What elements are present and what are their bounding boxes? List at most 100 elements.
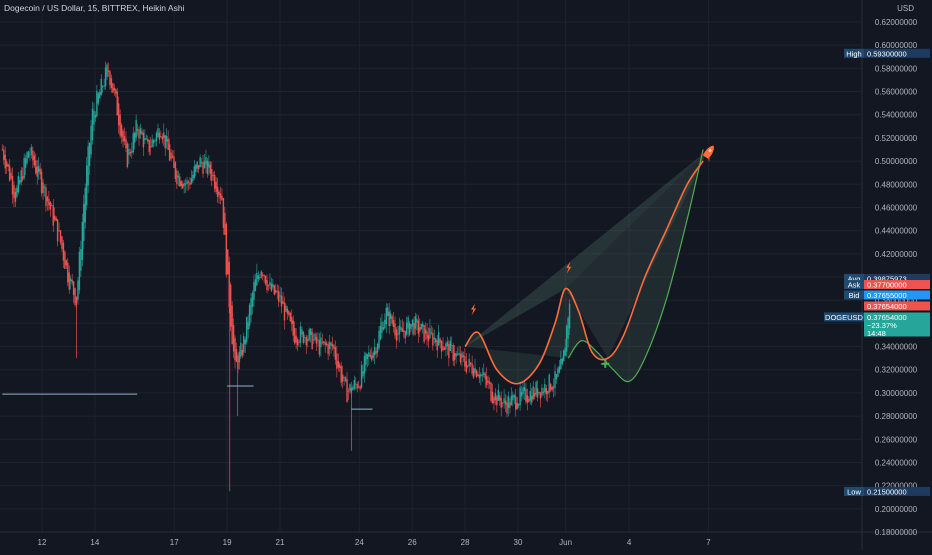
candle-body [523, 386, 526, 391]
candle-body [126, 143, 129, 168]
candle-body [65, 260, 68, 266]
candle-body [77, 280, 79, 300]
x-tick-label: 28 [461, 538, 470, 547]
candle-body [29, 154, 31, 156]
price-label-prefix-bg [844, 273, 864, 283]
candle-body [174, 162, 177, 180]
candle-body [113, 87, 116, 91]
candle-body [247, 322, 249, 330]
candle-body [24, 158, 27, 168]
candle-body [309, 328, 312, 335]
price-label-bg [864, 312, 930, 337]
candle-body [183, 183, 185, 186]
candle-body [295, 335, 297, 343]
candle-body [161, 136, 164, 140]
price-label-bg [864, 301, 930, 311]
candle-body [483, 372, 485, 375]
candle-body [219, 193, 222, 199]
price-label-value: 0.37654000 [867, 302, 907, 311]
candle-body [472, 368, 475, 378]
x-tick-label: 12 [38, 538, 47, 547]
candle-body [148, 140, 150, 153]
candle-body [429, 328, 431, 339]
y-tick-label: 0.58000000 [875, 64, 918, 73]
candle-body [75, 296, 78, 303]
candle-body [133, 132, 136, 143]
rocket-fins [699, 152, 710, 163]
candle-body [522, 387, 524, 395]
candle-body [340, 366, 342, 383]
candle-body [404, 330, 406, 339]
candle-body [432, 332, 434, 346]
candle-body [110, 78, 113, 89]
candle-body [560, 358, 562, 370]
candle-body [462, 355, 465, 357]
candle-body [504, 400, 507, 405]
candle-body [369, 354, 372, 357]
candle-body [203, 161, 206, 168]
candle-body [136, 128, 139, 131]
candle-body [330, 342, 332, 346]
candle-body [117, 103, 120, 126]
candle-body [177, 175, 180, 178]
price-label-extra: −23.37% [867, 321, 897, 330]
candle-body [349, 384, 351, 392]
candle-body [224, 212, 226, 235]
candle-body [13, 185, 15, 199]
candle-body [5, 161, 8, 167]
candle-body [494, 392, 497, 401]
candle-body [116, 91, 118, 116]
candle-body [171, 155, 174, 158]
candle-body [27, 151, 30, 158]
lightning-icon [471, 303, 477, 316]
candle-body [528, 399, 530, 403]
candle-body [424, 329, 427, 334]
y-tick-label: 0.34000000 [875, 343, 918, 352]
y-tick-label: 0.28000000 [875, 412, 918, 421]
candle-body [452, 345, 454, 361]
x-tick-label: 24 [355, 538, 364, 547]
candle-body [93, 110, 95, 125]
candle-body [480, 373, 482, 377]
candle-body [218, 191, 220, 196]
candle-body [392, 319, 395, 328]
candle-body [88, 143, 91, 166]
candle-body [497, 389, 499, 401]
projection-shapes [465, 149, 709, 384]
candle-body [144, 137, 146, 141]
candle-body [40, 171, 43, 194]
candle-body [456, 353, 459, 355]
candle-body [229, 284, 232, 327]
candle-body [327, 344, 329, 355]
candle-body [548, 374, 550, 393]
candle-body [286, 308, 289, 314]
candle-body [256, 272, 258, 286]
y-tick-label: 0.38000000 [875, 296, 918, 305]
candle-body [202, 162, 204, 174]
candle-body [151, 139, 153, 147]
candle-body [164, 135, 166, 149]
candle-body [307, 339, 309, 342]
candle-body [62, 242, 65, 261]
candle-body [206, 160, 209, 175]
candle-body [557, 368, 559, 377]
candle-body [373, 347, 376, 356]
candle-body [520, 391, 523, 397]
candle-body [379, 326, 382, 340]
time-axis[interactable]: 12 14 17 19 21 24 26 28 30 Jun 4 7 [38, 538, 712, 547]
y-tick-label: 0.22000000 [875, 482, 918, 491]
y-tick-label: 0.50000000 [875, 157, 918, 166]
candle-body [339, 364, 341, 369]
candle-body [152, 140, 155, 144]
candle-body [215, 181, 217, 192]
candle-body [459, 353, 462, 363]
candle-body [485, 376, 488, 385]
candle-body [94, 114, 97, 118]
projection-curve-green [567, 149, 704, 383]
candle-body [401, 328, 404, 332]
candle-body [14, 191, 17, 202]
candle-body [269, 282, 271, 286]
price-label-bg [864, 290, 930, 300]
